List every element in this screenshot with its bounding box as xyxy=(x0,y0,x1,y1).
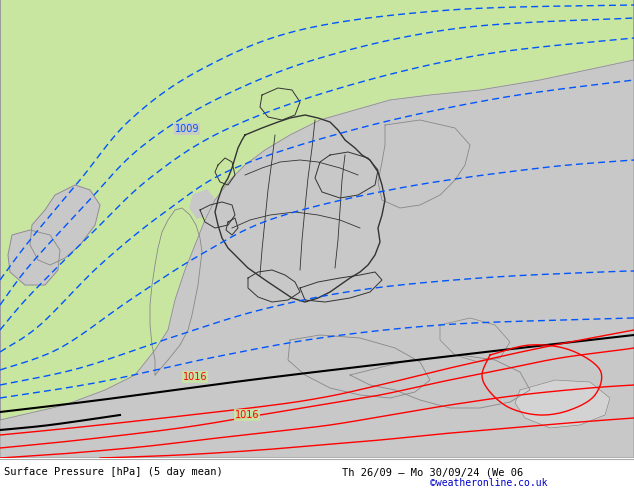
Polygon shape xyxy=(300,0,350,55)
Polygon shape xyxy=(190,190,215,218)
Text: ©weatheronline.co.uk: ©weatheronline.co.uk xyxy=(430,478,548,488)
Text: 1016: 1016 xyxy=(183,372,207,382)
Text: Surface Pressure [hPa] (5 day mean): Surface Pressure [hPa] (5 day mean) xyxy=(4,467,223,477)
Polygon shape xyxy=(0,0,634,458)
Polygon shape xyxy=(415,55,440,72)
Polygon shape xyxy=(8,230,60,285)
Polygon shape xyxy=(570,0,634,50)
Polygon shape xyxy=(380,50,400,68)
Polygon shape xyxy=(30,185,100,265)
Polygon shape xyxy=(515,380,610,428)
Text: Th 26/09 – Mo 30/09/24 (We 06: Th 26/09 – Mo 30/09/24 (We 06 xyxy=(342,467,523,477)
Polygon shape xyxy=(440,0,540,60)
Text: 1009: 1009 xyxy=(175,124,200,134)
Text: 1016: 1016 xyxy=(235,410,259,420)
